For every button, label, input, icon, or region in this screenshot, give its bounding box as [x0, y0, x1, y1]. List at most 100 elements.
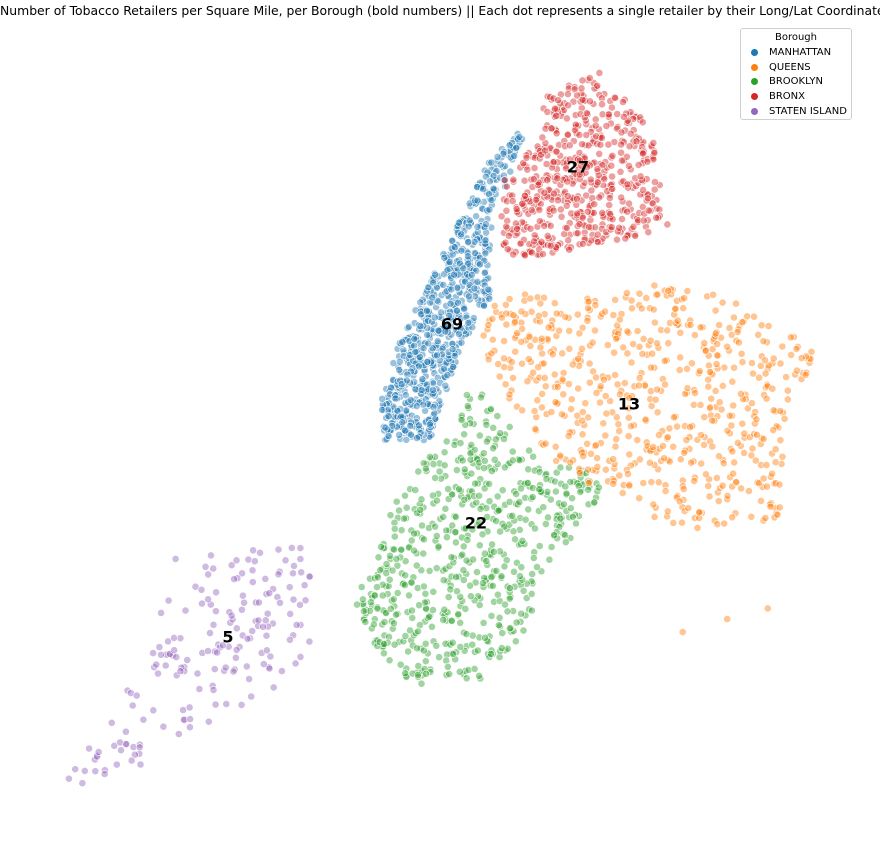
- data-point: [601, 465, 610, 474]
- data-point: [429, 278, 437, 287]
- data-point: [613, 380, 622, 389]
- data-point: [213, 648, 221, 657]
- data-point: [505, 390, 514, 399]
- data-point: [428, 622, 436, 631]
- data-point: [528, 579, 537, 588]
- data-point: [517, 484, 525, 493]
- data-point: [398, 338, 407, 346]
- cloud-manhattan: [378, 129, 526, 444]
- data-point: [296, 601, 304, 609]
- data-point: [608, 408, 617, 417]
- data-point: [551, 477, 559, 486]
- data-point: [513, 329, 522, 337]
- data-point: [498, 629, 507, 637]
- data-point: [508, 511, 517, 520]
- data-point: [503, 245, 512, 254]
- data-point: [248, 578, 257, 586]
- data-point: [397, 526, 406, 535]
- data-point: [714, 497, 723, 505]
- data-point: [686, 320, 695, 329]
- data-point: [479, 331, 488, 340]
- data-point: [776, 359, 785, 368]
- data-point: [572, 194, 581, 203]
- data-point: [663, 433, 672, 441]
- data-point: [750, 430, 758, 438]
- data-point: [490, 301, 499, 310]
- data-point: [227, 611, 236, 620]
- data-point: [670, 413, 678, 422]
- data-point: [406, 430, 415, 439]
- data-point: [687, 458, 695, 467]
- data-point: [735, 338, 743, 347]
- data-point: [563, 177, 572, 186]
- data-point: [209, 686, 218, 694]
- data-point: [423, 614, 432, 623]
- data-point: [611, 442, 620, 451]
- data-point: [693, 524, 702, 532]
- data-point: [547, 321, 556, 330]
- data-point: [464, 252, 472, 261]
- data-point: [598, 208, 607, 217]
- data-point: [550, 299, 559, 308]
- data-point: [238, 591, 247, 600]
- data-point: [669, 442, 678, 451]
- data-point: [510, 567, 518, 576]
- data-point: [427, 346, 436, 355]
- data-point: [502, 222, 511, 231]
- data-point: [378, 591, 387, 600]
- data-point: [429, 386, 437, 394]
- data-point: [399, 514, 408, 523]
- data-point: [218, 641, 227, 650]
- data-point: [117, 746, 125, 755]
- data-point: [632, 137, 641, 146]
- data-point: [623, 180, 632, 189]
- data-point: [754, 330, 763, 339]
- data-point: [585, 74, 594, 82]
- data-point: [564, 313, 573, 322]
- data-point: [497, 644, 506, 652]
- data-point: [483, 407, 492, 415]
- data-point: [535, 485, 544, 494]
- data-point: [373, 604, 382, 613]
- data-point: [462, 674, 471, 683]
- data-point: [676, 455, 685, 464]
- data-point: [379, 649, 388, 658]
- data-point: [440, 253, 449, 262]
- legend: Borough MANHATTAN QUEENS BROOKLYN BRONX STAT…: [740, 28, 852, 120]
- data-point: [540, 188, 549, 197]
- data-point: [500, 337, 508, 345]
- data-point: [704, 375, 713, 384]
- data-point: [639, 334, 648, 343]
- data-point: [713, 473, 721, 482]
- data-point: [487, 467, 496, 475]
- data-point: [523, 377, 532, 386]
- data-point: [655, 431, 663, 439]
- data-point: [377, 543, 385, 551]
- data-point: [384, 432, 393, 440]
- data-point: [729, 401, 738, 410]
- data-point: [204, 647, 212, 655]
- data-point: [232, 624, 241, 633]
- data-point: [565, 326, 574, 335]
- data-point: [759, 337, 768, 346]
- data-point: [578, 239, 587, 248]
- data-point: [381, 423, 390, 432]
- data-point: [757, 496, 765, 505]
- data-point: [575, 361, 583, 370]
- data-point: [489, 547, 498, 556]
- data-point: [539, 250, 547, 258]
- data-point: [429, 587, 438, 596]
- data-point: [458, 500, 467, 509]
- data-point: [261, 575, 270, 583]
- data-point: [704, 382, 713, 391]
- data-point: [410, 505, 419, 514]
- data-point: [290, 562, 298, 570]
- data-point: [305, 637, 314, 646]
- data-point: [285, 583, 294, 592]
- data-point: [596, 398, 604, 407]
- data-point: [413, 584, 422, 592]
- legend-title: Borough: [774, 32, 817, 43]
- data-point: [441, 472, 450, 480]
- data-point: [460, 465, 469, 474]
- data-point: [357, 583, 366, 591]
